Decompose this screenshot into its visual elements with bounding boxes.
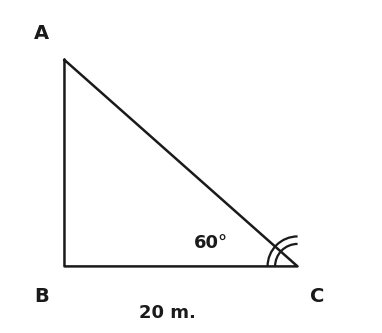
Text: C: C: [310, 287, 325, 306]
Text: A: A: [34, 24, 49, 43]
Text: 60°: 60°: [194, 234, 228, 252]
Text: 20 m.: 20 m.: [139, 304, 196, 322]
Text: B: B: [34, 287, 49, 306]
